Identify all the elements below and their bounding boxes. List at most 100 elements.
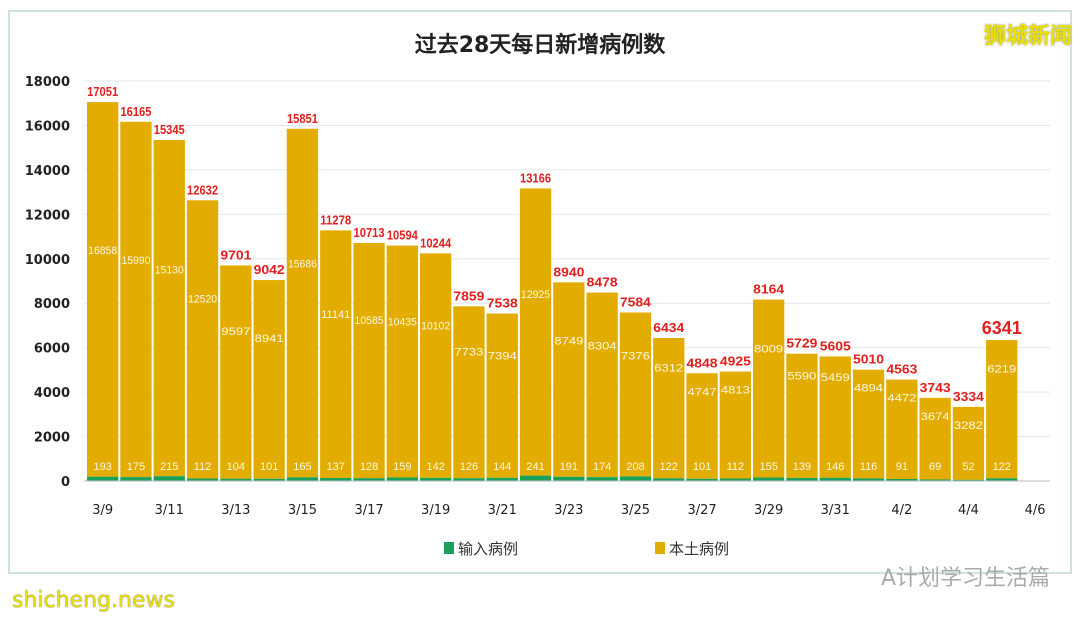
total-label: 4563: [886, 362, 917, 377]
local-label: 7376: [621, 351, 650, 363]
local-label: 15130: [155, 264, 184, 276]
legend-label: 本土病例: [669, 540, 729, 558]
bar-imported: [420, 477, 452, 481]
total-label: 15345: [154, 122, 185, 137]
y-tick-label: 4000: [34, 386, 70, 401]
bar-imported: [653, 478, 685, 481]
imported-label: 191: [560, 461, 578, 473]
imported-label: 146: [826, 461, 844, 473]
bar-local: [952, 406, 985, 480]
bar-local: [320, 230, 352, 478]
bar-imported: [619, 476, 652, 481]
local-label: 5590: [787, 370, 816, 382]
bar-imported: [586, 477, 618, 481]
chart-title: 过去28天每日新增病例数: [415, 32, 667, 58]
imported-label: 112: [727, 461, 745, 473]
imported-label: 215: [160, 461, 178, 473]
bar-imported: [519, 475, 552, 481]
bar-local: [919, 397, 951, 480]
imported-label: 122: [660, 461, 678, 473]
y-tick-label: 10000: [25, 253, 70, 268]
local-label: 8304: [588, 340, 617, 352]
bar-imported: [453, 478, 485, 481]
bar-local: [519, 188, 552, 476]
bar-local: [886, 379, 918, 479]
bar-imported: [253, 478, 285, 481]
bar-local: [819, 356, 851, 478]
x-tick-label: 4/6: [1025, 503, 1046, 518]
bar-local: [753, 299, 785, 478]
y-tick-label: 2000: [34, 431, 70, 446]
local-label: 7394: [488, 350, 517, 362]
bar-imported: [553, 476, 585, 481]
total-label: 8164: [753, 282, 785, 297]
local-label: 15686: [288, 258, 317, 270]
imported-label: 122: [993, 461, 1011, 473]
imported-label: 91: [896, 461, 908, 473]
imported-label: 165: [293, 461, 311, 473]
total-label: 5605: [820, 338, 851, 353]
x-tick-label: 3/17: [354, 503, 383, 518]
bar-imported: [852, 478, 885, 481]
imported-label: 193: [93, 461, 111, 473]
imported-label: 137: [327, 461, 345, 473]
local-label: 8941: [255, 333, 284, 345]
imported-label: 126: [460, 461, 478, 473]
total-label: 7584: [620, 294, 652, 309]
total-label: 10594: [387, 228, 419, 243]
imported-label: 241: [526, 461, 544, 473]
local-label: 16858: [88, 245, 117, 257]
bar-local: [786, 353, 818, 478]
bar-local: [619, 312, 652, 477]
x-tick-label: 3/29: [754, 503, 783, 518]
total-label: 8478: [587, 275, 618, 290]
bar-local: [553, 282, 585, 477]
bar-imported: [353, 478, 385, 481]
local-label: 6312: [654, 362, 683, 374]
x-tick-label: 3/11: [155, 503, 184, 518]
local-label: 4472: [887, 393, 916, 405]
y-tick-label: 14000: [25, 164, 70, 179]
y-tick-label: 12000: [25, 208, 70, 223]
imported-label: 174: [593, 461, 611, 473]
bar-imported: [819, 477, 851, 481]
legend-swatch: [444, 542, 454, 554]
watermark-bottom-left: shicheng.news: [12, 588, 175, 613]
y-tick-label: 8000: [34, 297, 70, 312]
x-tick-label: 3/25: [621, 503, 650, 518]
total-label: 11278: [320, 212, 351, 227]
bar-local: [153, 140, 185, 477]
watermark-top-right: 狮城新闻: [983, 24, 1072, 49]
total-label: 4925: [720, 354, 751, 369]
local-label: 4894: [854, 383, 883, 395]
local-label: 10102: [421, 320, 450, 332]
local-label: 9597: [221, 326, 250, 338]
local-label: 4747: [688, 386, 717, 398]
bar-imported: [919, 479, 951, 481]
legend-swatch: [655, 542, 665, 554]
y-tick-label: 16000: [25, 119, 70, 134]
total-label: 10713: [354, 225, 385, 240]
local-label: 11141: [321, 309, 350, 321]
local-label: 12520: [188, 293, 217, 305]
imported-label: 155: [759, 461, 777, 473]
imported-label: 144: [493, 461, 511, 473]
local-label: 15990: [121, 255, 150, 267]
local-label: 7733: [454, 347, 483, 359]
total-label: 16165: [120, 104, 151, 119]
total-label: 5010: [853, 352, 884, 367]
local-label: 8749: [554, 335, 583, 347]
imported-label: 69: [929, 461, 941, 473]
local-label: 12925: [521, 289, 550, 301]
total-label: 9042: [254, 262, 285, 277]
imported-label: 208: [626, 461, 644, 473]
bar-imported: [186, 478, 219, 481]
x-tick-label: 3/13: [221, 503, 250, 518]
local-label: 6219: [987, 363, 1016, 375]
watermark-bottom-right: A计划学习生活篇: [880, 566, 1050, 591]
bar-local: [453, 306, 485, 479]
bar-imported: [952, 479, 985, 481]
bar-imported: [719, 478, 751, 481]
bar-local: [653, 338, 685, 479]
